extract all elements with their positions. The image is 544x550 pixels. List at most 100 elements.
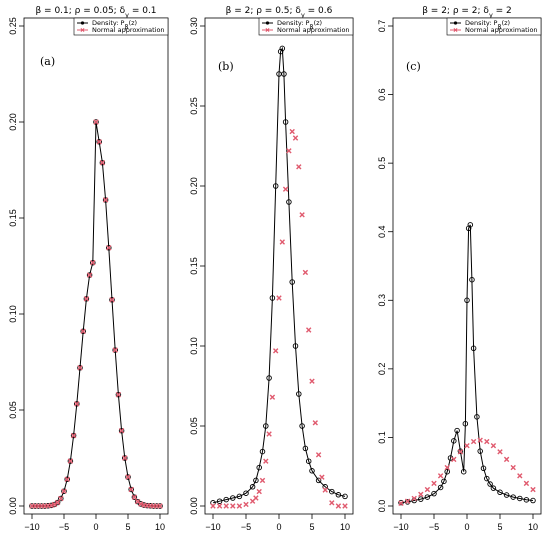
- normal-approx-point: [329, 500, 335, 506]
- normal-approx-point: [77, 365, 83, 371]
- density-point: [470, 345, 477, 352]
- density-point: [54, 499, 61, 506]
- normal-approx-point: [411, 495, 417, 502]
- normal-approx-point: [273, 348, 279, 354]
- plot-frame: [204, 17, 354, 515]
- density-point: [444, 468, 450, 475]
- y-tick-label: 0.05: [8, 401, 18, 419]
- density-point: [86, 272, 93, 278]
- normal-approx-point: [115, 391, 122, 398]
- normal-approx-point: [464, 442, 470, 449]
- y-tick-label: 0.6: [377, 88, 387, 101]
- normal-approx-point: [122, 455, 128, 461]
- density-point: [102, 197, 109, 203]
- x-tick-label: −5: [241, 522, 251, 532]
- normal-approx-point: [80, 328, 86, 334]
- density-point: [96, 139, 102, 145]
- normal-approx-point: [256, 488, 262, 495]
- normal-approx-point: [398, 500, 404, 506]
- density-point: [109, 297, 115, 303]
- normal-approx-point: [64, 476, 70, 483]
- density-point: [460, 468, 467, 475]
- density-point: [309, 468, 315, 474]
- normal-approx-point: [102, 197, 109, 203]
- density-point: [490, 485, 497, 491]
- normal-approx-point: [497, 449, 503, 455]
- legend-label: Normal approximation: [92, 26, 165, 34]
- normal-approx-point: [457, 449, 464, 455]
- normal-approx-point: [109, 297, 115, 303]
- density-series-line: [212, 46, 346, 504]
- density-point: [253, 477, 259, 484]
- normal-approx-point: [315, 452, 322, 458]
- density-point: [279, 45, 286, 52]
- y-tick-label: 0.0: [377, 500, 387, 513]
- legend-marker: [80, 28, 85, 32]
- y-tick-label: 0.00: [189, 497, 199, 515]
- normal-approx-point: [216, 503, 223, 509]
- normal-approx-point: [437, 473, 444, 479]
- y-tick-label: 0.30: [189, 17, 199, 35]
- density-point: [329, 488, 335, 495]
- density-point: [236, 493, 243, 500]
- legend-label: Density: Pβ(z): [92, 19, 137, 31]
- density-point: [437, 484, 444, 491]
- panel-b: β = 2; ρ = 0.5; δy = 0.6 (b) −10 −5 0 5 10 0.00…: [189, 6, 354, 532]
- density-series-line: [400, 224, 534, 504]
- density-point: [457, 448, 464, 454]
- normal-approx-point: [70, 432, 77, 439]
- legend-label: Normal approximation: [465, 26, 538, 34]
- legend-label: Density: Pβ(z): [465, 19, 510, 31]
- density-point: [243, 490, 249, 496]
- normal-approx-point: [306, 327, 312, 333]
- x-tick-label: 5: [309, 522, 314, 532]
- normal-approx-point: [279, 239, 285, 245]
- x-tick-label: 0: [93, 522, 98, 532]
- legend-label: Normal approximation: [277, 26, 350, 34]
- density-point: [93, 119, 99, 125]
- normal-approx-point: [342, 503, 348, 509]
- x-tick-label: −10: [393, 522, 408, 532]
- normal-approx-point: [236, 503, 243, 509]
- x-tick-label: 10: [155, 522, 165, 532]
- x-tick-label: 10: [340, 522, 350, 532]
- density-point: [277, 48, 284, 55]
- y-tick-label: 0.15: [189, 257, 199, 275]
- density-point: [256, 464, 262, 471]
- legend-label: Density: Pβ(z): [277, 19, 322, 31]
- normal-approx-point: [210, 503, 216, 509]
- density-point: [286, 199, 292, 205]
- density-point: [90, 259, 96, 266]
- normal-approx-point: [243, 501, 249, 508]
- density-point: [335, 492, 342, 498]
- density-point: [431, 490, 437, 497]
- y-tick-label: 0.25: [189, 97, 199, 115]
- normal-approx-point: [431, 480, 437, 487]
- normal-approx-point: [477, 437, 483, 443]
- normal-approx-point: [86, 272, 93, 278]
- density-point: [342, 493, 348, 500]
- y-tick-label: 0.5: [377, 157, 387, 170]
- legend-marker: [453, 28, 458, 32]
- density-point: [523, 497, 530, 503]
- density-point: [67, 458, 74, 464]
- density-point: [99, 159, 106, 166]
- density-point: [404, 499, 411, 505]
- y-tick-label: 0.10: [189, 337, 199, 355]
- legend-box: [446, 17, 542, 36]
- x-tick-label: −5: [59, 522, 69, 532]
- density-point: [128, 486, 134, 493]
- normal-approx-point: [96, 139, 102, 145]
- y-tick-label: 0.20: [189, 177, 199, 195]
- legend-marker: [453, 21, 458, 25]
- density-point: [467, 222, 474, 228]
- normal-approx-point: [312, 420, 318, 426]
- normal-approx-point: [404, 498, 411, 504]
- density-point: [398, 499, 404, 506]
- x-tick-label: −10: [24, 522, 39, 532]
- normal-approx-point: [490, 442, 497, 449]
- density-point: [441, 478, 447, 485]
- density-point: [122, 455, 128, 461]
- normal-approx-point: [67, 458, 74, 464]
- y-tick-label: 0.05: [189, 417, 199, 435]
